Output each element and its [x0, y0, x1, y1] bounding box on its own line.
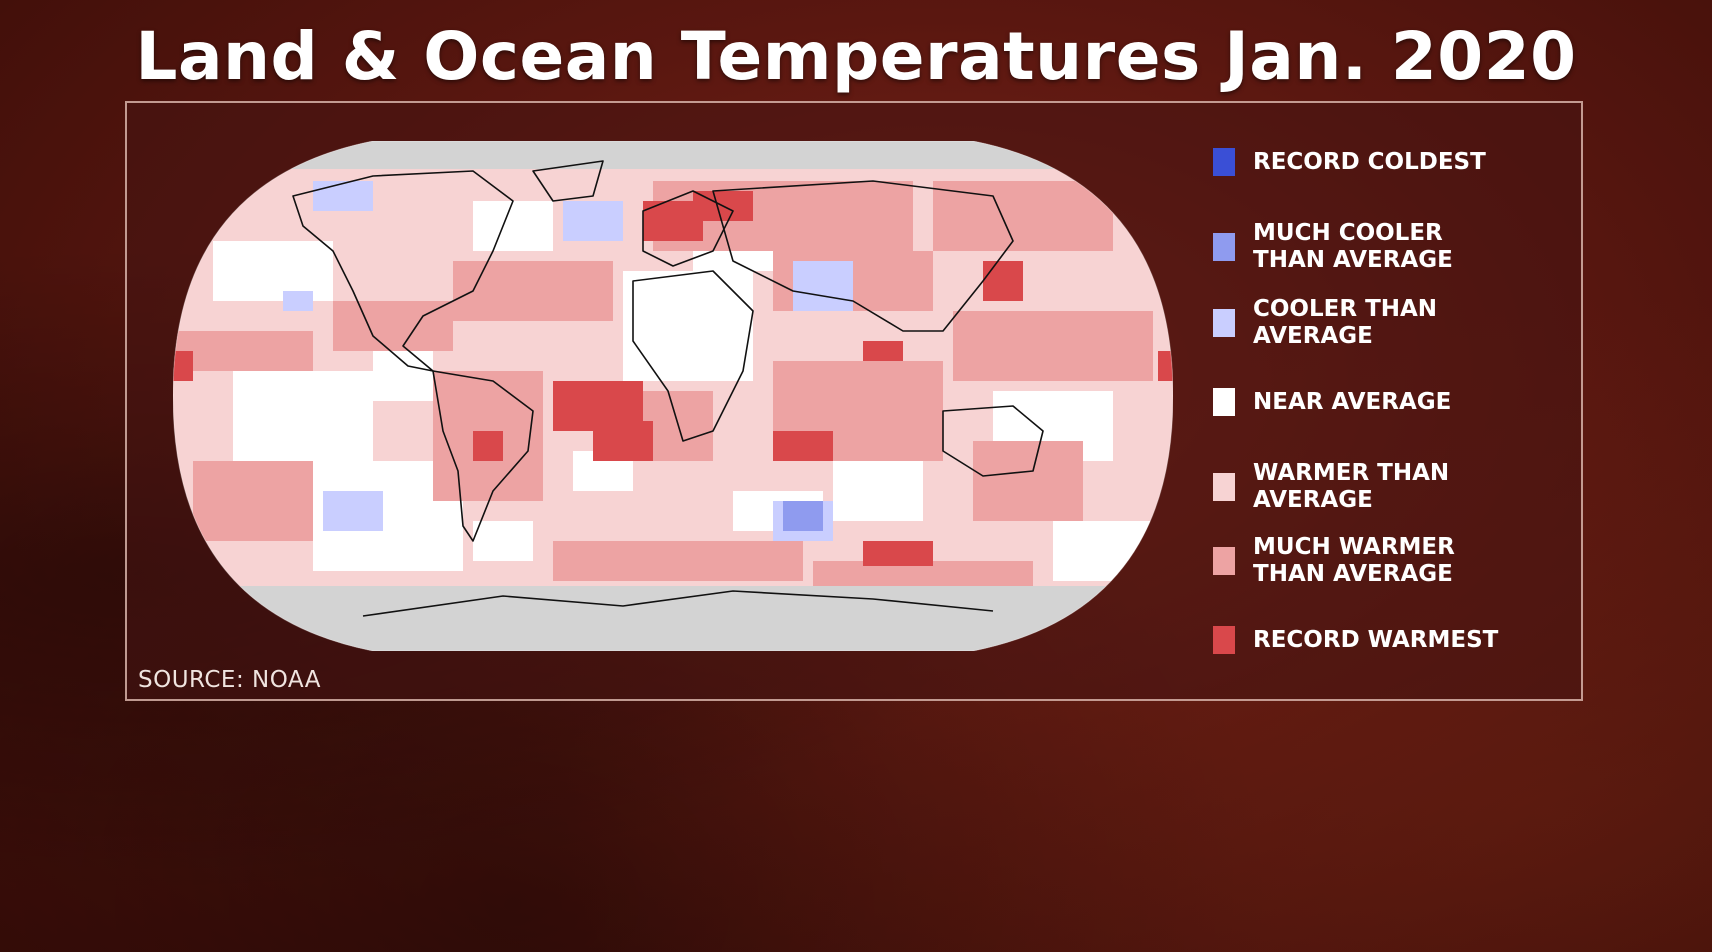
legend-item-record-warmest: RECORD WARMEST	[1213, 626, 1498, 654]
legend-label: WARMER THAN AVERAGE	[1253, 460, 1450, 513]
record-warmest-zones	[173, 191, 1173, 566]
legend-label: COOLER THAN AVERAGE	[1253, 296, 1438, 349]
legend-item-much-warmer: MUCH WARMER THAN AVERAGE	[1213, 534, 1455, 588]
cooler-zones	[283, 181, 853, 541]
asia-outline	[712, 180, 1014, 332]
legend-swatch	[1213, 309, 1235, 337]
world-temperature-map	[173, 141, 1173, 651]
legend-swatch	[1213, 626, 1235, 654]
legend-swatch	[1213, 148, 1235, 176]
page-title: Land & Ocean Temperatures Jan. 2020	[135, 18, 1577, 95]
source-credit: SOURCE: NOAA	[138, 667, 322, 693]
legend-label: RECORD COLDEST	[1253, 148, 1486, 175]
legend-item-warmer: WARMER THAN AVERAGE	[1213, 460, 1449, 514]
south-america-outline	[432, 370, 534, 542]
legend-label: MUCH COOLER THAN AVERAGE	[1253, 220, 1453, 273]
legend-swatch	[1213, 233, 1235, 261]
north-america-outline	[292, 170, 514, 372]
continent-outlines	[292, 160, 1044, 617]
legend-swatch	[1213, 388, 1235, 416]
antarctic-ice	[173, 586, 1173, 651]
legend-item-record-coldest: RECORD COLDEST	[1213, 148, 1486, 176]
legend-label: NEAR AVERAGE	[1253, 388, 1452, 415]
legend-label: RECORD WARMEST	[1253, 626, 1499, 653]
legend-item-much-cooler: MUCH COOLER THAN AVERAGE	[1213, 220, 1453, 274]
map-border	[173, 141, 1173, 651]
legend-swatch	[1213, 473, 1235, 501]
greenland-outline	[532, 160, 604, 202]
legend-swatch	[1213, 547, 1235, 575]
legend-item-cooler: COOLER THAN AVERAGE	[1213, 296, 1437, 350]
antarctica-outline	[362, 590, 994, 617]
map-panel: RECORD COLDEST MUCH COOLER THAN AVERAGE …	[125, 101, 1583, 701]
europe-outline	[642, 190, 734, 267]
australia-outline	[942, 405, 1044, 477]
legend-label: MUCH WARMER THAN AVERAGE	[1253, 534, 1455, 587]
legend-item-near-average: NEAR AVERAGE	[1213, 388, 1451, 416]
africa-outline	[632, 270, 754, 442]
